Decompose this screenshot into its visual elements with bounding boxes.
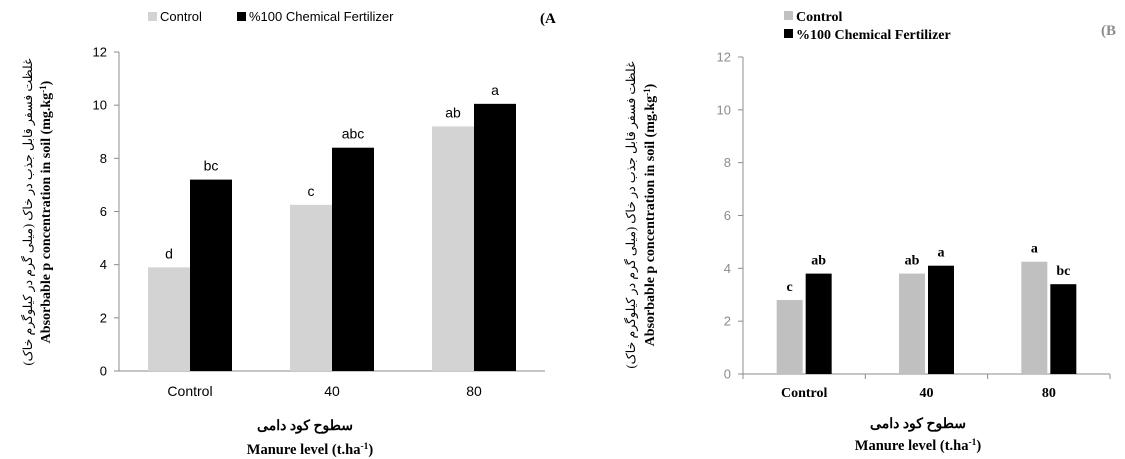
x-tick-label: 40	[324, 383, 340, 399]
x-tick-label: Control	[781, 386, 828, 401]
bar-letter-label: a	[491, 82, 499, 98]
legend-a-control-label: Control	[160, 9, 202, 24]
y-tick-label: 0	[724, 367, 731, 382]
y-tick-label: 6	[100, 204, 107, 219]
y-axis-b-label-en: Absorbable p concentration in soil (mg.k…	[642, 83, 658, 346]
bar-letter-label: a	[938, 246, 945, 261]
legend-a-fertilizer-label: %100 Chemical Fertilizer	[249, 9, 394, 24]
bar-control	[899, 273, 925, 374]
x-ticks-a: Control 40 80	[167, 383, 482, 399]
bar-fertilizer	[190, 179, 232, 371]
bar-control	[148, 267, 190, 371]
chart-a: Control %100 Chemical Fertilizer (A 0 2 4 6…	[20, 9, 556, 458]
bar-control	[290, 204, 332, 371]
y-tick-label: 10	[93, 98, 107, 113]
bar-fertilizer	[332, 147, 374, 371]
legend-b-control-label: Control	[796, 10, 843, 25]
y-axis-a-label-fa: غلظت فسفر قابل جذب در خاک (میلی گرم در ک…	[20, 58, 36, 366]
bar-fertilizer	[474, 103, 516, 372]
bar-fertilizer	[1050, 284, 1077, 374]
y-tick-label: 12	[93, 45, 107, 60]
y-axis-a-label-en: Absorbable p concentration in soil (mg.k…	[38, 80, 54, 343]
bar-control	[1021, 261, 1048, 374]
x-ticks-b: Control 40 80	[742, 374, 1111, 401]
bar-letter-label: abc	[342, 126, 365, 142]
chart-b: Control %100 Chemical Fertilizer (B 0 2 4 6…	[623, 10, 1116, 454]
bars-b: c ab ab a a bc	[776, 242, 1077, 374]
y-tick-label: 2	[724, 314, 731, 329]
bar-fertilizer	[805, 273, 832, 374]
y-tick-label: 2	[100, 310, 107, 325]
legend-b-control-swatch	[784, 11, 793, 20]
legend-a-control-swatch	[148, 12, 157, 21]
y-tick-label: 4	[100, 257, 107, 272]
bar-letter-label: ab	[445, 104, 461, 120]
y-ticks-a: 0 2 4 6 8 10 12	[93, 45, 119, 379]
bar-control	[776, 300, 803, 374]
legend-b-fertilizer-swatch	[784, 29, 793, 38]
x-axis-a-label-fa: سطوح کود دامی	[257, 418, 353, 434]
bar-letter-label: ab	[811, 254, 826, 269]
y-axis-b-label-fa: غلظت فسفر قابل جذب در خاک (میلی گرم در ک…	[623, 61, 639, 369]
bars-a: d bc c abc ab a	[148, 82, 516, 372]
bar-letter-label: d	[165, 245, 173, 261]
y-tick-label: 4	[724, 261, 731, 276]
bar-letter-label: c	[787, 280, 793, 295]
y-tick-label: 10	[717, 102, 731, 117]
y-tick-label: 0	[100, 364, 107, 379]
bar-letter-label: a	[1031, 242, 1038, 257]
x-tick-label: 40	[920, 386, 934, 401]
y-tick-label: 12	[717, 50, 731, 65]
legend-b-fertilizer-label: %100 Chemical Fertilizer	[796, 28, 951, 43]
x-axis-b-label-en: Manure level (t.ha-1)	[855, 438, 982, 454]
y-tick-label: 8	[724, 155, 731, 170]
x-axis-a-label-en: Manure level (t.ha-1)	[247, 442, 374, 458]
panel-a-label: (A	[540, 11, 556, 27]
x-tick-label: 80	[466, 383, 482, 399]
legend-a-fertilizer-swatch	[237, 12, 246, 21]
bar-letter-label: ab	[905, 254, 920, 269]
y-tick-label: 8	[100, 151, 107, 166]
x-tick-label: Control	[167, 383, 212, 399]
bar-letter-label: bc	[204, 158, 219, 174]
x-tick-label: 80	[1042, 386, 1056, 401]
panel-b-label: (B	[1101, 23, 1116, 39]
x-axis-b-label-fa: سطوح کود دامی	[870, 416, 966, 432]
bar-letter-label: bc	[1056, 264, 1070, 279]
bar-control	[432, 126, 474, 371]
y-tick-label: 6	[724, 208, 731, 223]
y-ticks-b: 0 2 4 6 8 10 12	[717, 50, 743, 382]
bar-fertilizer	[928, 265, 954, 374]
bar-letter-label: c	[308, 183, 315, 199]
